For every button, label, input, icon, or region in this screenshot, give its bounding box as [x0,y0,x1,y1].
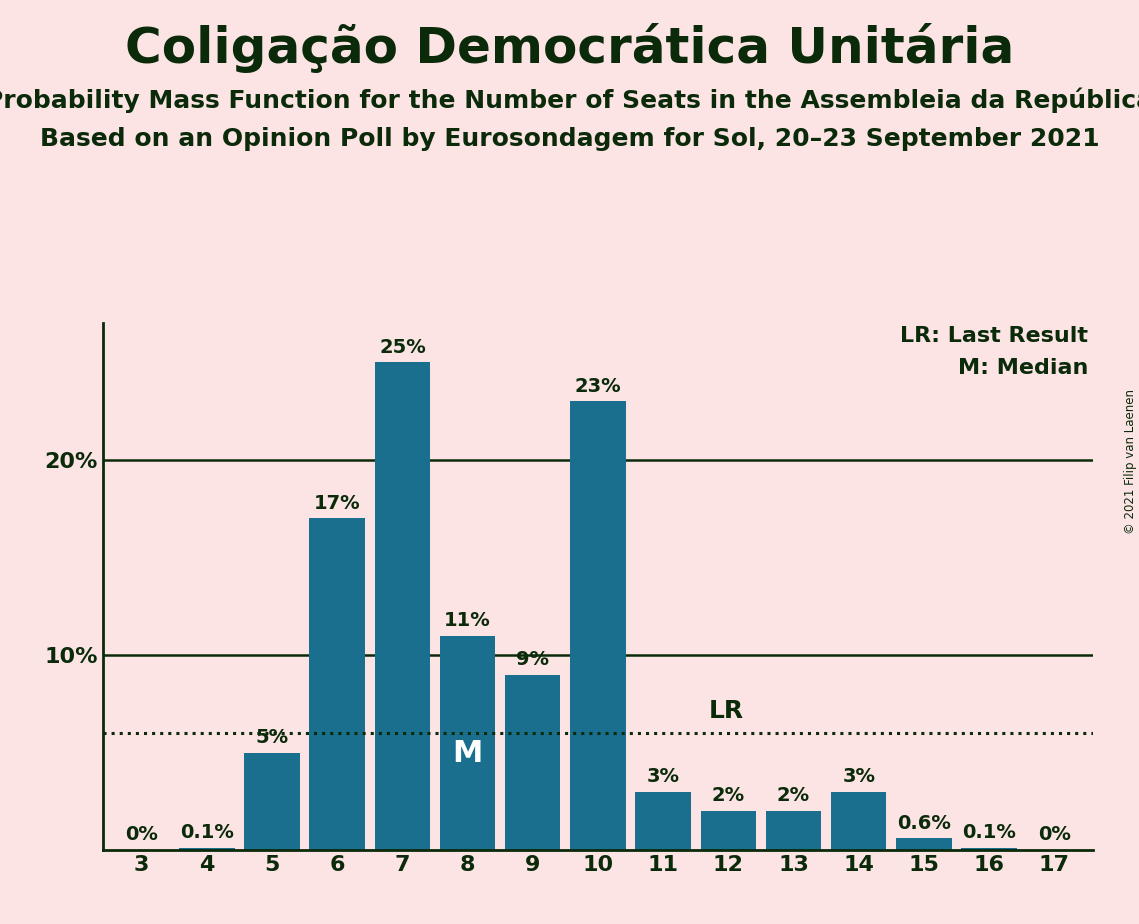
Text: Probability Mass Function for the Number of Seats in the Assembleia da República: Probability Mass Function for the Number… [0,88,1139,114]
Text: 17%: 17% [314,493,361,513]
Text: 23%: 23% [575,377,621,395]
Bar [244,752,300,850]
Text: M: M [452,739,483,768]
Bar [636,792,691,850]
Bar [571,401,625,850]
Bar [310,518,364,850]
Bar [896,838,952,850]
Text: 0%: 0% [125,825,158,845]
Text: 11%: 11% [444,611,491,629]
Text: 25%: 25% [379,337,426,357]
Bar [700,811,756,850]
Bar [375,362,431,850]
Bar [831,792,886,850]
Text: 2%: 2% [712,786,745,805]
Bar [179,848,235,850]
Text: 0.1%: 0.1% [180,823,233,843]
Text: Coligação Democrática Unitária: Coligação Democrática Unitária [125,23,1014,73]
Text: Based on an Opinion Poll by Eurosondagem for Sol, 20–23 September 2021: Based on an Opinion Poll by Eurosondagem… [40,127,1099,151]
Text: 9%: 9% [516,650,549,669]
Text: 3%: 3% [842,767,875,785]
Bar [440,636,495,850]
Bar [765,811,821,850]
Text: LR: LR [708,699,744,723]
Text: 0%: 0% [1038,825,1071,845]
Text: 0.6%: 0.6% [898,813,951,833]
Text: 5%: 5% [255,728,288,747]
Text: 2%: 2% [777,786,810,805]
Bar [505,675,560,850]
Text: LR: Last Result: LR: Last Result [901,326,1089,346]
Text: 0.1%: 0.1% [962,823,1016,843]
Text: 3%: 3% [647,767,680,785]
Text: © 2021 Filip van Laenen: © 2021 Filip van Laenen [1124,390,1137,534]
Bar [961,848,1017,850]
Text: M: Median: M: Median [958,358,1089,378]
